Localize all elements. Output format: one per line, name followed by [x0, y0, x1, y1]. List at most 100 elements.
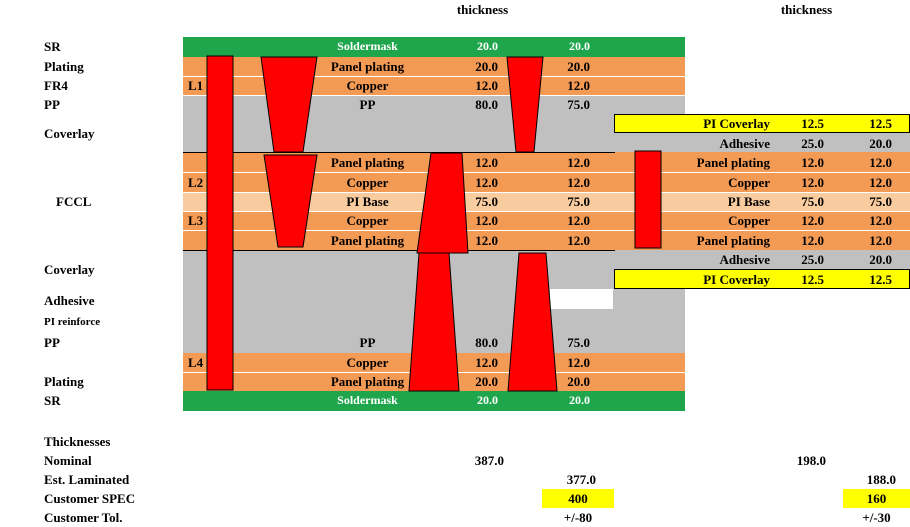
summary-title: Thicknesses [44, 434, 111, 449]
band-flex-copper-bottom [615, 211, 910, 230]
label-coverlay-top: Coverlay [44, 126, 95, 141]
rigid-layer-thickness-2: 12.0 [567, 175, 590, 190]
spec-rigid-highlight [542, 489, 614, 508]
flex-layer-name: Copper [728, 213, 770, 228]
flex-layer-thickness-1: 25.0 [801, 136, 824, 151]
flex-layer-thickness-1: 12.0 [801, 175, 824, 190]
est-flex: 188.0 [866, 472, 896, 487]
rigid-layer-name: Panel plating [330, 233, 405, 248]
rigid-layer-thickness-1: 75.0 [475, 194, 498, 209]
tol-rigid: +/-80 [563, 510, 593, 525]
band-flex-pi-base [615, 192, 910, 211]
nominal-flex: 198.0 [796, 453, 826, 468]
flex-layer-thickness-2: 20.0 [869, 136, 892, 151]
layer-id-l4: L4 [188, 355, 204, 370]
flex-layer-name: Adhesive [719, 136, 770, 151]
rigid-layer-name: Panel plating [330, 374, 405, 389]
flex-via [634, 150, 662, 249]
summary-est-label: Est. Laminated [44, 472, 130, 487]
blind-via-bottom-right [507, 252, 558, 392]
rigid-layer-thickness-1: 12.0 [475, 355, 498, 370]
rigid-layer-name: PI Base [346, 194, 389, 209]
blind-via-bottom-left [408, 252, 460, 392]
nominal-rigid: 387.0 [474, 453, 504, 468]
rigid-layer-thickness-1: 20.0 [475, 374, 498, 389]
flex-layer-thickness-2: 12.5 [869, 272, 892, 287]
band-flex-plating-top [615, 152, 910, 172]
flex-layer-thickness-1: 75.0 [801, 194, 824, 209]
rigid-layer-thickness-2: 12.0 [567, 233, 590, 248]
label-coverlay-bottom: Coverlay [44, 262, 95, 277]
band-flex-copper-top [615, 172, 910, 192]
flex-layer-name: Panel plating [696, 233, 770, 248]
label-pi-reinforce: PI reinforce [44, 316, 101, 328]
rigid-layer-thickness-2: 75.0 [567, 335, 590, 350]
label-plating-top: Plating [44, 59, 84, 74]
flex-layer-thickness-1: 25.0 [801, 252, 824, 267]
band-flex-plating-bottom [615, 230, 910, 250]
adhesive-window [550, 289, 613, 309]
label-sr-top: SR [44, 39, 61, 54]
label-plating-bottom: Plating [44, 374, 84, 389]
rigid-layer-thickness-2: 12.0 [567, 155, 590, 170]
thickness-header-rigid: thickness [456, 2, 509, 17]
rigid-layer-thickness-1: 12.0 [475, 213, 498, 228]
flex-layer-name: Copper [728, 175, 770, 190]
summary-spec-label: Customer SPEC [44, 491, 136, 506]
label-fr4: FR4 [44, 78, 68, 93]
rigid-layer-thickness-1: 20.0 [477, 39, 498, 53]
rigid-layer-thickness-1: 12.0 [475, 155, 498, 170]
label-sr-bottom: SR [44, 393, 61, 408]
band-soldermask-top [183, 37, 685, 57]
flex-layer-thickness-2: 12.0 [869, 213, 892, 228]
layer-id-l1: L1 [188, 78, 204, 93]
rigid-layer-thickness-2: 20.0 [567, 374, 590, 389]
rigid-layer-thickness-1: 80.0 [475, 335, 498, 350]
rigid-layer-name: Copper [346, 355, 389, 370]
flex-layer-thickness-2: 12.5 [869, 116, 892, 131]
blind-via-top-left [260, 56, 318, 153]
blind-via-top-right [506, 56, 544, 153]
rigid-layer-name: Panel plating [330, 155, 405, 170]
band-adhesive-top [615, 133, 910, 152]
tol-flex: +/-30 [862, 510, 891, 525]
rigid-layer-thickness-2: 12.0 [567, 355, 590, 370]
rigid-layer-thickness-2: 20.0 [569, 393, 590, 407]
rigid-layer-thickness-2: 20.0 [569, 39, 590, 53]
through-hole-via [206, 55, 234, 391]
rigid-layer-name: Copper [346, 213, 389, 228]
buried-via-left [263, 154, 318, 248]
rigid-layer-thickness-1: 12.0 [475, 233, 498, 248]
flex-layer-name: Panel plating [696, 155, 770, 170]
rigid-layer-thickness-2: 75.0 [567, 194, 590, 209]
flex-layer-thickness-2: 12.0 [869, 233, 892, 248]
rigid-layer-name: Panel plating [330, 59, 405, 74]
rigid-layer-name: PP [359, 335, 376, 350]
band-pp-top [183, 95, 685, 152]
spec-flex-highlight [843, 489, 910, 508]
layer-id-l2: L2 [188, 175, 204, 190]
flex-layer-name: Adhesive [719, 252, 770, 267]
rigid-layer-name: Copper [346, 175, 389, 190]
buried-via-center [416, 152, 469, 254]
flex-layer-thickness-1: 12.0 [801, 213, 824, 228]
layer-id-l3: L3 [188, 213, 204, 228]
rigid-layer-name: Soldermask [337, 39, 398, 53]
label-fccl: FCCL [56, 194, 92, 209]
rigid-layer-thickness-2: 12.0 [567, 213, 590, 228]
flex-layer-thickness-2: 75.0 [869, 194, 892, 209]
spec-flex: 160 [866, 491, 887, 506]
flex-layer-name: PI Base [727, 194, 770, 209]
band-adhesive-bottom [615, 250, 910, 269]
rigid-layer-thickness-1: 12.0 [475, 175, 498, 190]
label-pp-top: PP [44, 97, 60, 112]
band-soldermask-bottom [183, 391, 685, 411]
label-pp-bottom: PP [44, 335, 60, 350]
rigid-layer-thickness-2: 75.0 [567, 97, 590, 112]
rigid-layer-name: Soldermask [337, 393, 398, 407]
rigid-layer-thickness-1: 20.0 [475, 59, 498, 74]
flex-layer-thickness-2: 12.0 [869, 175, 892, 190]
flex-layer-thickness-2: 12.0 [869, 155, 892, 170]
rigid-layer-thickness-2: 12.0 [567, 78, 590, 93]
